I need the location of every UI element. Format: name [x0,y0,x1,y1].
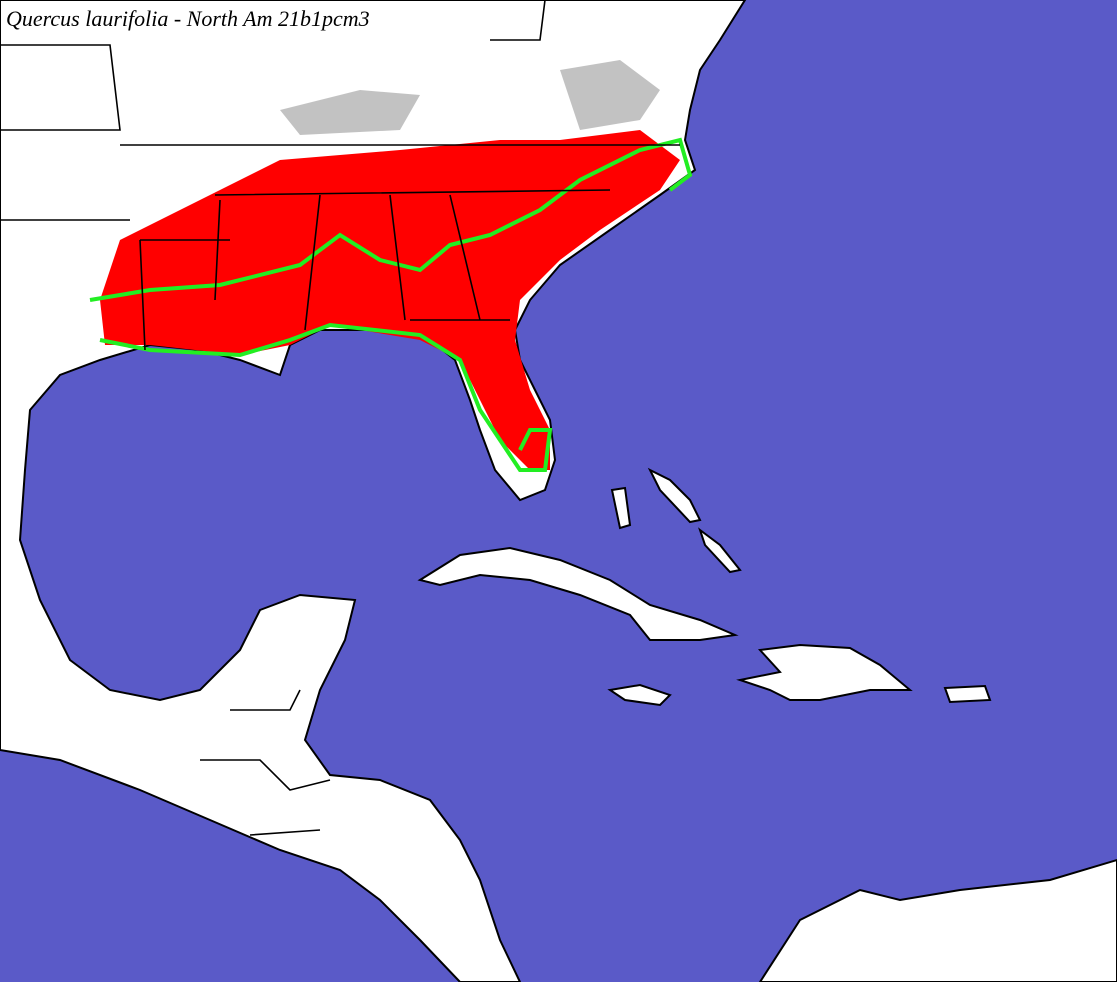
puerto-rico [943,684,992,704]
bahamas [610,467,742,574]
range-outline [89,137,693,472]
cuba [417,546,739,641]
species-name: Quercus laurifolia [6,6,168,31]
marginal-area [280,60,660,135]
distribution-area [100,130,680,470]
hispaniola [736,643,913,701]
title-suffix: - North Am 21b1pcm3 [174,6,370,31]
south-america [758,858,1117,982]
state-borders [0,0,680,836]
jamaica [607,683,672,707]
map-title: Quercus laurifolia - North Am 21b1pcm3 [6,6,370,31]
